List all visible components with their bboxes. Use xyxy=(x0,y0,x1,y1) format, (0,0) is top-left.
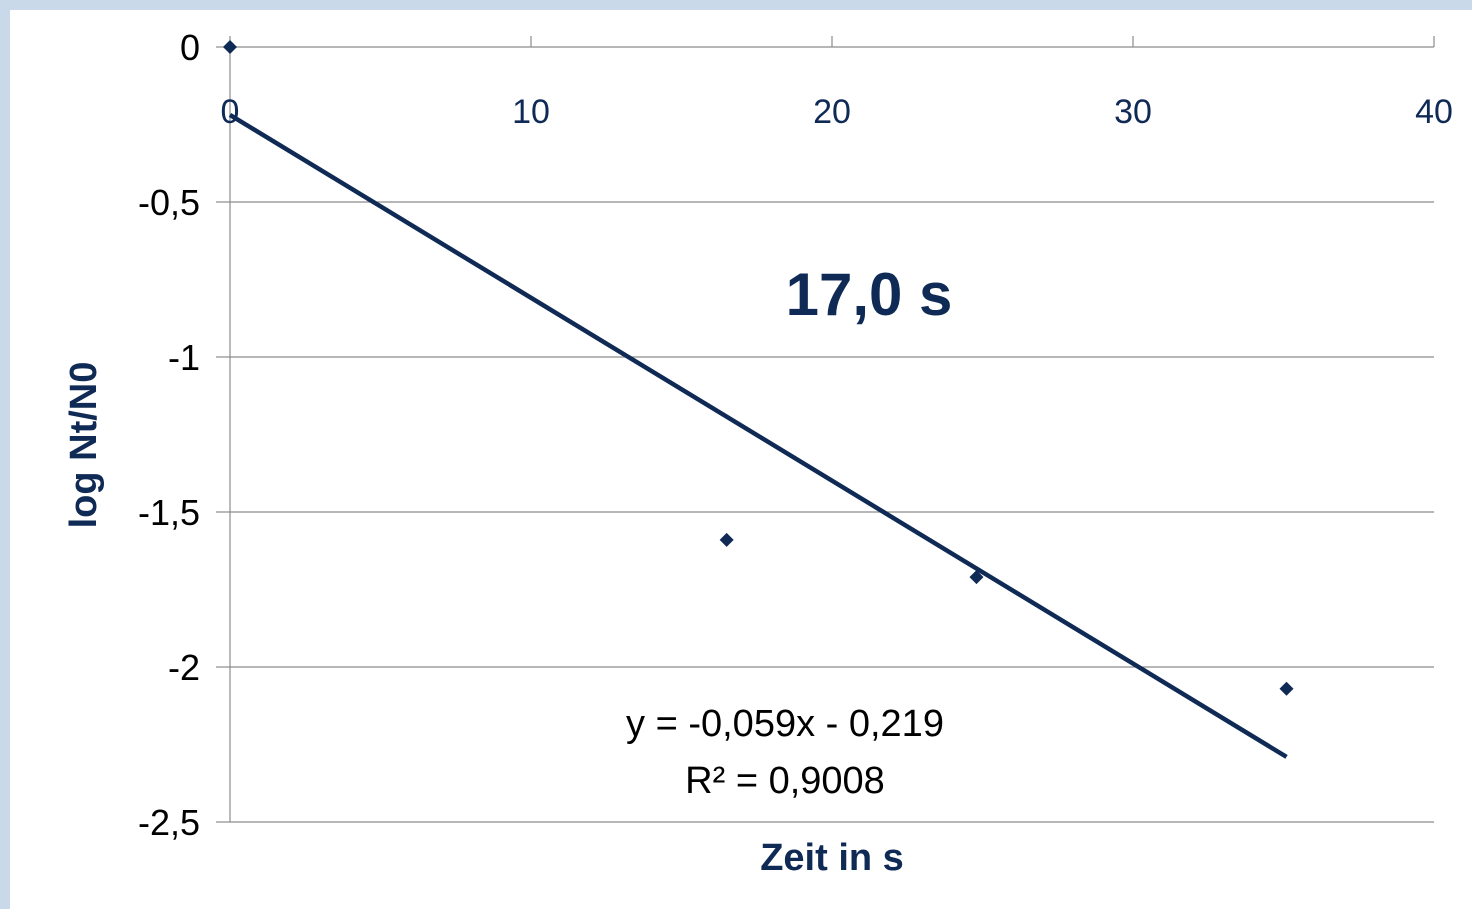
annotation-label: 17,0 s xyxy=(786,261,953,328)
y-tick-label: -1,5 xyxy=(138,492,200,533)
y-tick-label: -0,5 xyxy=(138,182,200,223)
gridlines xyxy=(216,46,1434,823)
x-axis-title: Zeit in s xyxy=(760,837,904,879)
x-tick-label: 30 xyxy=(1114,93,1152,131)
y-tick-label: -2 xyxy=(168,647,200,688)
trendline xyxy=(228,112,1288,759)
data-point xyxy=(223,40,237,54)
data-point xyxy=(969,570,984,585)
y-axis-title: log Nt/N0 xyxy=(63,362,105,529)
x-tick-labels: 0 10 20 30 40 xyxy=(221,93,1453,131)
trendline-equation: y = -0,059x - 0,219 xyxy=(626,703,944,745)
x-tick-label: 0 xyxy=(221,93,240,131)
chart-canvas: 0 -0,5 -1 -1,5 -2 -2,5 0 10 20 30 40 17,0 s y = -… xyxy=(63,27,1453,879)
trendline-r2: R² = 0,9008 xyxy=(685,760,885,802)
x-tick-label: 40 xyxy=(1415,93,1453,131)
trendline-layer xyxy=(228,112,1288,759)
x-tick-label: 10 xyxy=(512,93,550,131)
y-tick-label: 0 xyxy=(180,27,200,68)
y-tick-label: -1 xyxy=(168,337,200,378)
data-points xyxy=(223,40,1294,696)
y-tick-labels: 0 -0,5 -1 -1,5 -2 -2,5 xyxy=(138,27,200,843)
x-tick-label: 20 xyxy=(813,93,851,131)
y-tick-label: -2,5 xyxy=(138,802,200,843)
data-point xyxy=(1279,681,1294,696)
chart-frame: 0 -0,5 -1 -1,5 -2 -2,5 0 10 20 30 40 17,0 s y = -… xyxy=(10,10,1472,909)
data-point xyxy=(719,532,734,547)
